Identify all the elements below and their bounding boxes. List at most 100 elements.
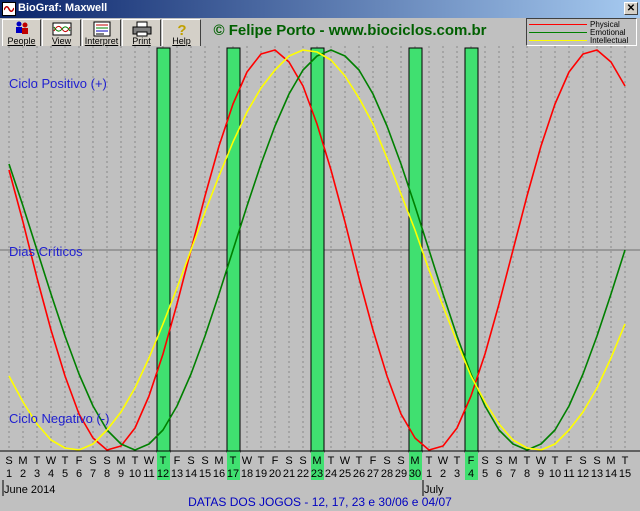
weekday-tick-label: W bbox=[144, 455, 155, 467]
day-tick-label: 14 bbox=[605, 468, 617, 480]
day-tick-label: 17 bbox=[227, 468, 239, 480]
legend-swatch-physical bbox=[529, 23, 587, 25]
day-tick-label: 6 bbox=[496, 468, 502, 480]
view-button-label: View bbox=[51, 36, 72, 46]
day-tick-label: 19 bbox=[255, 468, 267, 480]
day-tick-label: 2 bbox=[440, 468, 446, 480]
critical-day-axis-highlight bbox=[227, 451, 240, 480]
day-tick-label: 18 bbox=[241, 468, 253, 480]
weekday-tick-label: T bbox=[426, 455, 433, 467]
weekday-tick-label: S bbox=[579, 455, 586, 467]
day-tick-label: 10 bbox=[129, 468, 141, 480]
weekday-tick-label: S bbox=[383, 455, 390, 467]
weekday-tick-label: S bbox=[285, 455, 292, 467]
weekday-tick-label: S bbox=[397, 455, 404, 467]
legend-item-physical: Physical bbox=[529, 19, 620, 29]
legend-item-emotional: Emotional bbox=[529, 27, 626, 37]
day-tick-label: 23 bbox=[311, 468, 323, 480]
day-tick-label: 9 bbox=[538, 468, 544, 480]
app-icon bbox=[2, 2, 16, 16]
day-tick-label: 13 bbox=[591, 468, 603, 480]
window-title: BioGraf: Maxwell bbox=[18, 2, 108, 14]
interpret-icon bbox=[93, 21, 110, 37]
day-tick-label: 5 bbox=[62, 468, 68, 480]
y-label-zero: Dias Críticos bbox=[9, 244, 83, 259]
weekday-tick-label: S bbox=[481, 455, 488, 467]
window-titlebar[interactable]: BioGraf: Maxwell ✕ bbox=[0, 0, 640, 18]
day-tick-label: 4 bbox=[468, 468, 474, 480]
day-tick-label: 10 bbox=[549, 468, 561, 480]
people-button-label: People bbox=[7, 36, 36, 46]
footer-caption: DATAS DOS JOGOS - 12, 17, 23 e 30/06 e 0… bbox=[188, 495, 452, 509]
day-tick-label: 12 bbox=[157, 468, 169, 480]
weekday-tick-label: T bbox=[454, 455, 461, 467]
biorhythm-chart[interactable]: Ciclo Positivo (+) Dias Críticos Ciclo Neg… bbox=[0, 46, 640, 511]
weekday-tick-label: S bbox=[201, 455, 208, 467]
month-label: June 2014 bbox=[4, 484, 55, 496]
weekday-tick-label: F bbox=[174, 455, 181, 467]
y-label-negative: Ciclo Negativo (-) bbox=[9, 411, 109, 426]
legend-label-emotional: Emotional bbox=[590, 27, 626, 37]
header-credit: © Felipe Porto - www.biociclos.com.br bbox=[213, 22, 487, 39]
view-button[interactable]: View bbox=[42, 19, 81, 47]
critical-day-axis-highlight bbox=[157, 451, 170, 480]
day-tick-label: 25 bbox=[339, 468, 351, 480]
day-tick-label: 24 bbox=[325, 468, 337, 480]
weekday-tick-label: T bbox=[62, 455, 69, 467]
weekday-tick-label: F bbox=[370, 455, 377, 467]
weekday-tick-label: T bbox=[552, 455, 559, 467]
view-icon bbox=[52, 22, 71, 36]
weekday-tick-label: T bbox=[132, 455, 139, 467]
legend-label-intellectual: Intellectual bbox=[590, 35, 629, 45]
day-tick-label: 3 bbox=[34, 468, 40, 480]
critical-day-axis-highlight bbox=[409, 451, 422, 480]
y-label-positive: Ciclo Positivo (+) bbox=[9, 76, 107, 91]
weekday-tick-label: T bbox=[524, 455, 531, 467]
day-tick-label: 4 bbox=[48, 468, 54, 480]
series-line-emotional bbox=[8, 49, 626, 451]
day-tick-label: 12 bbox=[577, 468, 589, 480]
people-icon bbox=[15, 21, 28, 34]
weekday-tick-label: T bbox=[160, 455, 167, 467]
weekday-tick-label: S bbox=[593, 455, 600, 467]
day-tick-label: 30 bbox=[409, 468, 421, 480]
day-tick-label: 16 bbox=[213, 468, 225, 480]
day-tick-label: 15 bbox=[199, 468, 211, 480]
legend-swatch-intellectual bbox=[529, 39, 587, 41]
day-tick-label: 9 bbox=[118, 468, 124, 480]
help-button[interactable]: ? Help bbox=[162, 19, 201, 47]
day-tick-label: 7 bbox=[90, 468, 96, 480]
legend-swatch-emotional bbox=[529, 31, 587, 33]
weekday-tick-label: T bbox=[230, 455, 237, 467]
print-button[interactable]: Print bbox=[122, 19, 161, 47]
series-line-intellectual bbox=[8, 49, 626, 451]
day-tick-label: 20 bbox=[269, 468, 281, 480]
weekday-tick-label: S bbox=[495, 455, 502, 467]
day-tick-label: 26 bbox=[353, 468, 365, 480]
weekday-tick-label: W bbox=[242, 455, 253, 467]
people-button[interactable]: People bbox=[2, 19, 41, 47]
day-tick-label: 1 bbox=[426, 468, 432, 480]
legend-label-physical: Physical bbox=[590, 19, 620, 29]
help-icon: ? bbox=[177, 22, 186, 37]
critical-day-highlight bbox=[408, 47, 423, 453]
weekday-tick-label: S bbox=[5, 455, 12, 467]
day-tick-label: 2 bbox=[20, 468, 26, 480]
weekday-tick-label: S bbox=[103, 455, 110, 467]
day-tick-label: 21 bbox=[283, 468, 295, 480]
weekday-tick-label: T bbox=[356, 455, 363, 467]
interpret-button[interactable]: Interpret bbox=[82, 19, 121, 47]
critical-day-axis-highlight bbox=[465, 451, 478, 480]
weekday-tick-label: S bbox=[89, 455, 96, 467]
help-button-label: Help bbox=[172, 36, 191, 46]
weekday-tick-label: F bbox=[566, 455, 573, 467]
weekday-tick-label: F bbox=[76, 455, 83, 467]
critical-day-highlight bbox=[310, 47, 325, 453]
day-tick-label: 6 bbox=[76, 468, 82, 480]
weekday-tick-label: S bbox=[299, 455, 306, 467]
weekday-tick-label: W bbox=[536, 455, 547, 467]
day-tick-label: 14 bbox=[185, 468, 197, 480]
critical-day-highlight bbox=[464, 47, 479, 453]
window-close-button[interactable]: ✕ bbox=[624, 2, 638, 15]
weekday-tick-label: T bbox=[622, 455, 629, 467]
